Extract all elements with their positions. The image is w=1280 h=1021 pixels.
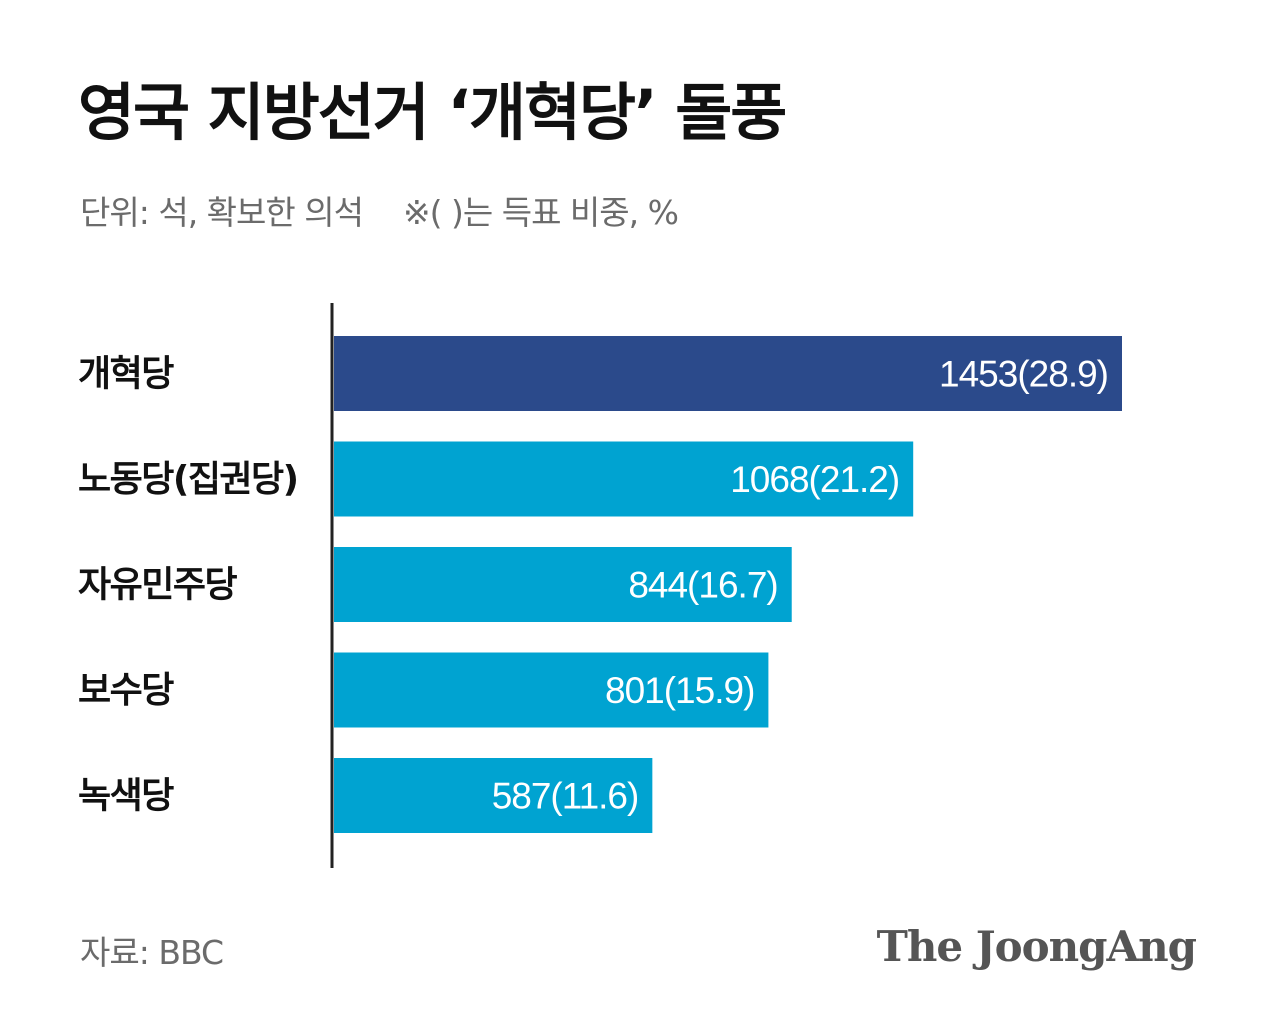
- chart-title: 영국 지방선거 ‘개혁당’ 돌풍: [78, 76, 787, 149]
- bar-3: [334, 652, 769, 728]
- data-label-3: 801(15.9): [605, 670, 754, 711]
- bar-4: [334, 758, 653, 833]
- category-label-3: 보수당: [78, 670, 174, 711]
- source-credit: 자료: BBC: [80, 933, 224, 972]
- data-label-1: 1068(21.2): [730, 459, 899, 500]
- publisher-logo: The JoongAng: [876, 922, 1197, 971]
- data-label-0: 1453(28.9): [939, 354, 1108, 395]
- unit-note: 단위: 석, 확보한 의석: [80, 193, 364, 232]
- chart-subtitle: 단위: 석, 확보한 의석 ※( )는 득표 비중, %: [80, 186, 679, 234]
- data-label-2: 844(16.7): [628, 565, 777, 606]
- percent-note: ※( )는 득표 비중, %: [402, 193, 679, 232]
- category-label-0: 개혁당: [78, 354, 174, 395]
- bar-0: [334, 336, 1122, 411]
- bar-1: [334, 441, 914, 517]
- category-label-1: 노동당(집권당): [78, 459, 298, 500]
- bar-2: [334, 547, 792, 622]
- category-label-4: 녹색당: [78, 776, 174, 817]
- category-label-2: 자유민주당: [78, 565, 237, 606]
- data-label-4: 587(11.6): [492, 776, 639, 817]
